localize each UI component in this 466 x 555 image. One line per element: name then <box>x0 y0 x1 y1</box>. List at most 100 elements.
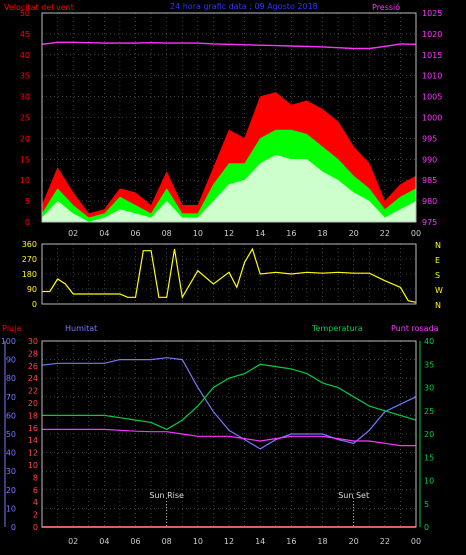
humidity-y-tick: 100 <box>1 337 16 346</box>
rain-y-tick: 8 <box>33 473 38 482</box>
humidity-y-tick: 80 <box>6 374 16 383</box>
x-tick-label: 08 <box>162 537 172 546</box>
pressure-line <box>41 41 417 50</box>
cardinal-label: N <box>435 241 441 250</box>
rain-y-tick: 20 <box>28 399 38 408</box>
rain-y-tick: 12 <box>28 449 38 458</box>
pressure-y-tick: 1000 <box>422 114 442 123</box>
x-tick-label: 10 <box>193 229 203 238</box>
x-tick-label: 16 <box>286 229 296 238</box>
temp-y-tick: 30 <box>424 384 434 393</box>
temperature-title: Temperatura <box>311 324 363 333</box>
dewpoint-title: Punt rosada <box>391 324 439 333</box>
x-tick-label: 18 <box>317 229 327 238</box>
humidity-y-tick: 60 <box>6 411 16 420</box>
x-tick-label: 00 <box>411 537 421 546</box>
cardinal-label: W <box>435 286 443 295</box>
wind-title: Velocitat del vent <box>4 3 74 12</box>
cardinal-label: E <box>435 256 440 265</box>
rain-y-tick: 18 <box>28 411 38 420</box>
x-tick-label: 06 <box>130 229 140 238</box>
wind-y-tick: 10 <box>20 176 30 185</box>
rain-y-tick: 22 <box>28 387 38 396</box>
wind-y-tick: 20 <box>20 134 30 143</box>
pressure-y-tick: 1015 <box>422 51 442 60</box>
rain-title: Pluja <box>2 324 21 333</box>
direction-y-tick: 360 <box>22 240 37 249</box>
wind-frame <box>41 12 417 223</box>
x-tick-label: 18 <box>317 537 327 546</box>
wind-y-tick: 35 <box>20 72 30 81</box>
humidity-frame <box>41 340 417 528</box>
humidity-y-tick: 0 <box>11 523 16 532</box>
humidity-y-tick: 50 <box>6 430 16 439</box>
x-tick-label: 08 <box>162 229 172 238</box>
rain-y-tick: 10 <box>28 461 38 470</box>
temp-y-tick: 0 <box>424 523 429 532</box>
temp-y-tick: 15 <box>424 453 434 462</box>
wind-y-tick: 25 <box>20 114 30 123</box>
humidity-title: Humitat <box>65 324 97 333</box>
pressure-y-tick: 985 <box>422 176 437 185</box>
temp-y-tick: 40 <box>424 337 434 346</box>
dewpoint-line <box>42 428 416 447</box>
x-tick-label: 06 <box>130 537 140 546</box>
direction-y-tick: 180 <box>22 270 37 279</box>
rain-y-tick: 2 <box>33 511 38 520</box>
direction-y-tick: 270 <box>22 255 37 264</box>
wind-y-tick: 50 <box>20 9 30 18</box>
wind-y-tick: 0 <box>25 218 30 227</box>
temp-y-tick: 20 <box>424 430 434 439</box>
x-tick-label: 22 <box>380 537 390 546</box>
date-title: 24 hora grafic data : 09 Agosto 2018 <box>170 2 318 11</box>
sunrise-label: Sun Rise <box>149 491 184 500</box>
wind-y-tick: 15 <box>20 155 30 164</box>
humidity-y-tick: 90 <box>6 356 16 365</box>
x-tick-label: 00 <box>411 229 421 238</box>
x-tick-label: 04 <box>99 537 109 546</box>
temperature-line <box>42 363 417 431</box>
pressure-y-tick: 1005 <box>422 93 442 102</box>
humidity-y-tick: 20 <box>6 486 16 495</box>
direction-y-tick: 0 <box>32 300 37 309</box>
sunset-label: Sun Set <box>338 491 369 500</box>
direction-frame <box>41 243 417 305</box>
humidity-y-tick: 40 <box>6 449 16 458</box>
rain-y-tick: 26 <box>28 362 38 371</box>
rain-y-tick: 30 <box>28 337 38 346</box>
x-tick-label: 20 <box>349 537 359 546</box>
x-tick-label: 22 <box>380 229 390 238</box>
pressure-y-tick: 995 <box>422 134 437 143</box>
wind-y-tick: 30 <box>20 93 30 102</box>
pressure-y-tick: 975 <box>422 218 437 227</box>
x-tick-label: 14 <box>255 537 265 546</box>
rain-y-tick: 24 <box>28 374 38 383</box>
cardinal-label: N <box>435 301 441 310</box>
pressure-title: Pressió <box>372 2 400 12</box>
rain-y-tick: 6 <box>33 486 38 495</box>
pressure-y-tick: 1025 <box>422 9 442 18</box>
temp-y-tick: 5 <box>424 500 429 509</box>
pressure-y-tick: 980 <box>422 197 437 206</box>
wind-lull-area <box>41 154 417 223</box>
x-tick-label: 04 <box>99 229 109 238</box>
pressure-y-tick: 1010 <box>422 72 442 81</box>
x-tick-label: 02 <box>68 537 78 546</box>
x-tick-label: 12 <box>224 229 234 238</box>
temp-y-tick: 25 <box>424 407 434 416</box>
rain-y-tick: 14 <box>28 436 38 445</box>
x-tick-label: 02 <box>68 229 78 238</box>
cardinal-label: S <box>435 271 440 280</box>
humidity-y-tick: 10 <box>6 504 16 513</box>
x-tick-label: 14 <box>255 229 265 238</box>
direction-y-tick: 90 <box>27 285 37 294</box>
rain-y-tick: 16 <box>28 424 38 433</box>
wind-y-tick: 45 <box>20 30 30 39</box>
rain-y-tick: 28 <box>28 349 38 358</box>
pressure-y-tick: 990 <box>422 155 437 164</box>
wind-y-tick: 40 <box>20 51 30 60</box>
x-tick-label: 12 <box>224 537 234 546</box>
humidity-y-tick: 70 <box>6 393 16 402</box>
pressure-y-tick: 1020 <box>422 30 442 39</box>
